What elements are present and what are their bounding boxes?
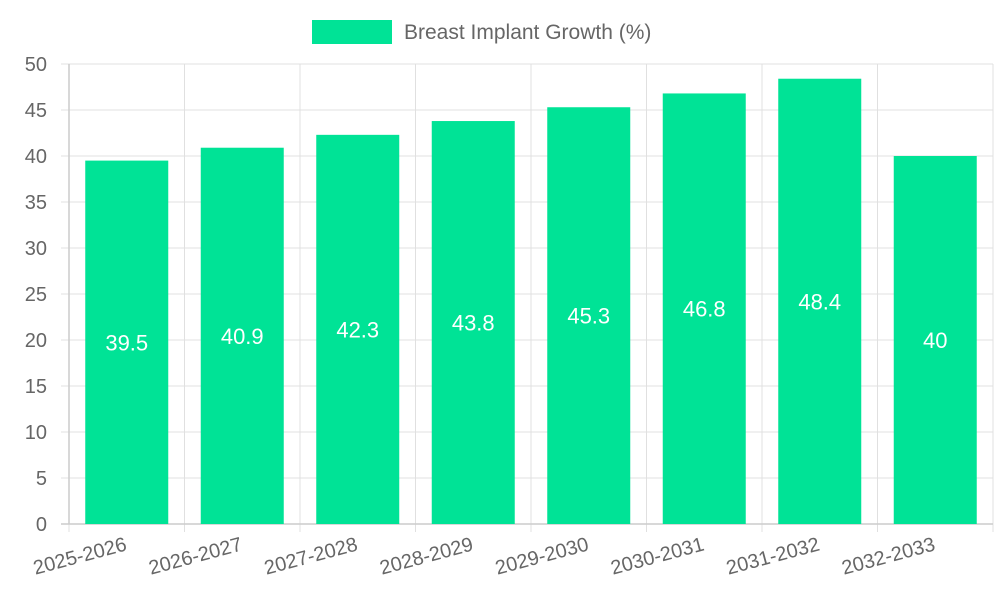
y-tick-label: 10 xyxy=(25,422,47,444)
y-tick-label: 40 xyxy=(25,146,47,168)
x-tick-label: 2026-2027 xyxy=(146,534,244,580)
y-tick-label: 45 xyxy=(25,100,47,122)
legend[interactable]: Breast Implant Growth (%) xyxy=(312,20,651,44)
legend-label: Breast Implant Growth (%) xyxy=(404,21,651,44)
y-tick-label: 5 xyxy=(36,468,47,490)
bar[interactable] xyxy=(662,93,746,524)
data-labels: 39.5 40.9 42.3 43.8 45.3 46.8 48.4 40 xyxy=(105,289,947,355)
data-label: 39.5 xyxy=(105,330,148,355)
data-label: 42.3 xyxy=(336,317,379,342)
y-tick-label: 0 xyxy=(36,514,47,536)
x-tick-label: 2027-2028 xyxy=(262,534,360,580)
y-tick-label: 35 xyxy=(25,192,47,214)
y-tick-label: 30 xyxy=(25,238,47,260)
y-tick-label: 50 xyxy=(25,54,47,76)
bar[interactable] xyxy=(85,160,169,524)
data-label: 46.8 xyxy=(683,297,726,322)
x-tick-label: 2025-2026 xyxy=(31,534,129,580)
data-label: 40 xyxy=(923,328,947,353)
y-axis-ticks: 0 5 10 15 20 25 30 35 40 45 50 xyxy=(25,54,47,536)
legend-swatch xyxy=(312,20,392,44)
bars xyxy=(85,78,977,525)
data-label: 40.9 xyxy=(221,324,264,349)
data-label: 48.4 xyxy=(798,289,841,314)
y-tick-label: 20 xyxy=(25,330,47,352)
y-tick-label: 15 xyxy=(25,376,47,398)
x-tick-label: 2032-2033 xyxy=(839,534,937,580)
x-tick-label: 2030-2031 xyxy=(608,534,706,580)
bar[interactable] xyxy=(431,121,515,524)
data-label: 45.3 xyxy=(567,304,610,329)
bar[interactable] xyxy=(200,147,284,524)
bar[interactable] xyxy=(893,156,977,524)
bar[interactable] xyxy=(547,107,631,525)
data-label: 43.8 xyxy=(452,311,495,336)
x-tick-label: 2028-2029 xyxy=(377,534,475,580)
x-tick-label: 2031-2032 xyxy=(724,534,822,580)
y-tick-label: 25 xyxy=(25,284,47,306)
bar[interactable] xyxy=(316,134,400,524)
x-tick-label: 2029-2030 xyxy=(493,534,591,580)
bar[interactable] xyxy=(778,78,862,524)
x-axis-ticks: 2025-2026 2026-2027 2027-2028 2028-2029 2029… xyxy=(31,534,938,580)
